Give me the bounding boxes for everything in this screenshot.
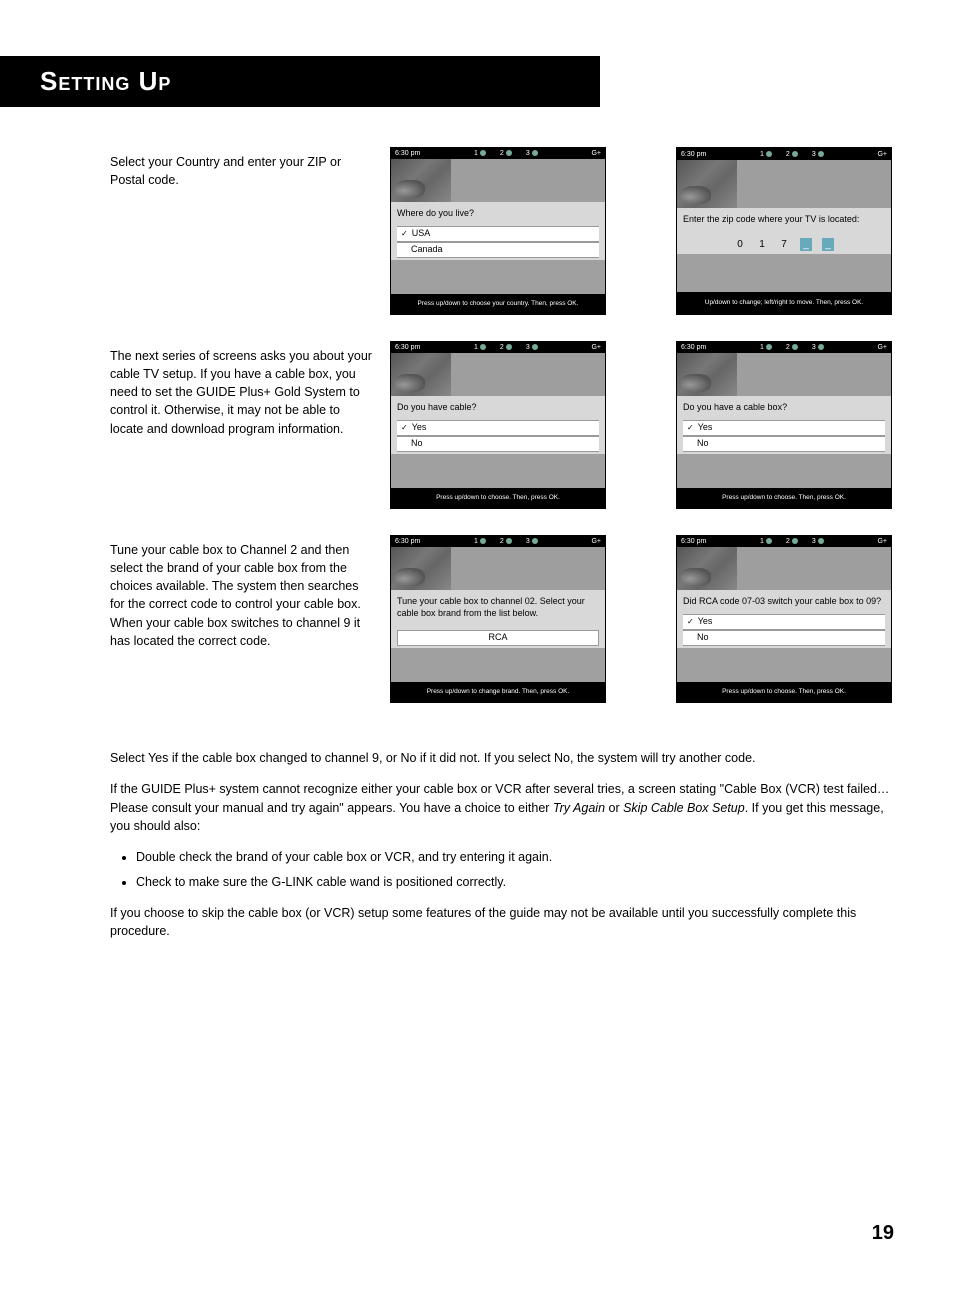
dialog-body: Tune your cable box to channel 02. Selec… [391, 590, 605, 647]
logo: G+ [591, 150, 601, 157]
paragraph: If you choose to skip the cable box (or … [110, 904, 894, 942]
video-preview [391, 159, 605, 203]
paragraph: If the GUIDE Plus+ system cannot recogni… [110, 780, 894, 836]
option-yes[interactable]: Yes [683, 420, 885, 436]
dialog-body: Where do you live? USA Canada [391, 202, 605, 259]
dialog-prompt: Enter the zip code where your TV is loca… [683, 214, 885, 226]
dialog-prompt: Where do you live? [397, 208, 599, 220]
dialog-body: Did RCA code 07-03 switch your cable box… [677, 590, 891, 647]
screenshot-pair: 6:30 pm 123 G+ Tune your cable box to ch… [390, 535, 892, 703]
section-title: Setting Up [40, 66, 576, 97]
option-no[interactable]: No [683, 436, 885, 452]
dialog-prompt: Do you have a cable box? [683, 402, 885, 414]
screen-header: 6:30 pm 123 G+ [391, 536, 605, 547]
screen-header: 6:30 pm 123 G+ [677, 342, 891, 353]
clock: 6:30 pm [681, 151, 706, 158]
video-preview [677, 160, 891, 208]
lower-text: Select Yes if the cable box changed to c… [0, 729, 954, 941]
dialog-prompt: Did RCA code 07-03 switch your cable box… [683, 596, 885, 608]
list-item: Check to make sure the G-LINK cable wand… [136, 873, 894, 892]
video-preview [391, 353, 605, 397]
option-no[interactable]: No [683, 630, 885, 646]
dialog-body: Do you have a cable box? Yes No [677, 396, 891, 453]
dialog-prompt: Do you have cable? [397, 402, 599, 414]
bullet-list: Double check the brand of your cable box… [136, 848, 894, 892]
screenshot-pair: 6:30 pm 123 G+ Where do you live? USA Ca… [390, 147, 892, 315]
instruction-row: Tune your cable box to Channel 2 and the… [110, 535, 894, 703]
option-yes[interactable]: Yes [683, 614, 885, 630]
video-preview [677, 547, 891, 591]
screen-header: 6:30 pm 123 G+ [677, 536, 891, 547]
tv-screen: 6:30 pm 123 G+ Enter the zip code where … [676, 147, 892, 315]
tv-screen: 6:30 pm 123 G+ Did RCA code 07-03 switch… [676, 535, 892, 703]
dialog-hint: Press up/down to choose. Then, press OK. [677, 682, 891, 702]
clock: 6:30 pm [681, 538, 706, 545]
page-number: 19 [872, 1222, 894, 1245]
dialog-body: Do you have cable? Yes No [391, 396, 605, 453]
list-item: Double check the brand of your cable box… [136, 848, 894, 867]
tv-screen: 6:30 pm 123 G+ Do you have cable? Yes No… [390, 341, 606, 509]
instruction-text: The next series of screens asks you abou… [110, 341, 372, 509]
option-canada[interactable]: Canada [397, 242, 599, 258]
logo: G+ [877, 151, 887, 158]
option-no[interactable]: No [397, 436, 599, 452]
content-area: Select your Country and enter your ZIP o… [0, 107, 954, 703]
video-preview [677, 353, 891, 397]
instruction-text: Tune your cable box to Channel 2 and the… [110, 535, 372, 703]
option-yes[interactable]: Yes [397, 420, 599, 436]
dialog-body: Enter the zip code where your TV is loca… [677, 208, 891, 254]
dialog-hint: Up/down to change; left/right to move. T… [677, 292, 891, 314]
clock: 6:30 pm [395, 344, 420, 351]
dialog-prompt: Tune your cable box to channel 02. Selec… [397, 596, 599, 619]
screen-header: 6:30 pm 123 G+ [677, 148, 891, 160]
screenshot-pair: 6:30 pm 123 G+ Do you have cable? Yes No… [390, 341, 892, 509]
clock: 6:30 pm [395, 538, 420, 545]
instruction-row: Select your Country and enter your ZIP o… [110, 147, 894, 315]
section-header: Setting Up [0, 56, 600, 107]
video-preview [391, 547, 605, 591]
logo: G+ [877, 538, 887, 545]
option-usa[interactable]: USA [397, 226, 599, 242]
dialog-hint: Press up/down to change brand. Then, pre… [391, 682, 605, 702]
clock: 6:30 pm [395, 150, 420, 157]
brand-select[interactable]: RCA [397, 630, 599, 646]
logo: G+ [591, 344, 601, 351]
logo: G+ [591, 538, 601, 545]
dialog-hint: Press up/down to choose your country. Th… [391, 294, 605, 314]
clock: 6:30 pm [681, 344, 706, 351]
dialog-hint: Press up/down to choose. Then, press OK. [391, 488, 605, 508]
instruction-row: The next series of screens asks you abou… [110, 341, 894, 509]
zip-entry[interactable]: 0 1 7 _ _ [683, 238, 885, 251]
tv-screen: 6:30 pm 123 G+ Where do you live? USA Ca… [390, 147, 606, 315]
logo: G+ [877, 344, 887, 351]
paragraph: Select Yes if the cable box changed to c… [110, 749, 894, 768]
dialog-hint: Press up/down to choose. Then, press OK. [677, 488, 891, 508]
screen-header: 6:30 pm 123 G+ [391, 342, 605, 353]
screen-header: 6:30 pm 123 G+ [391, 148, 605, 159]
instruction-text: Select your Country and enter your ZIP o… [110, 147, 372, 315]
tv-screen: 6:30 pm 123 G+ Do you have a cable box? … [676, 341, 892, 509]
tv-screen: 6:30 pm 123 G+ Tune your cable box to ch… [390, 535, 606, 703]
